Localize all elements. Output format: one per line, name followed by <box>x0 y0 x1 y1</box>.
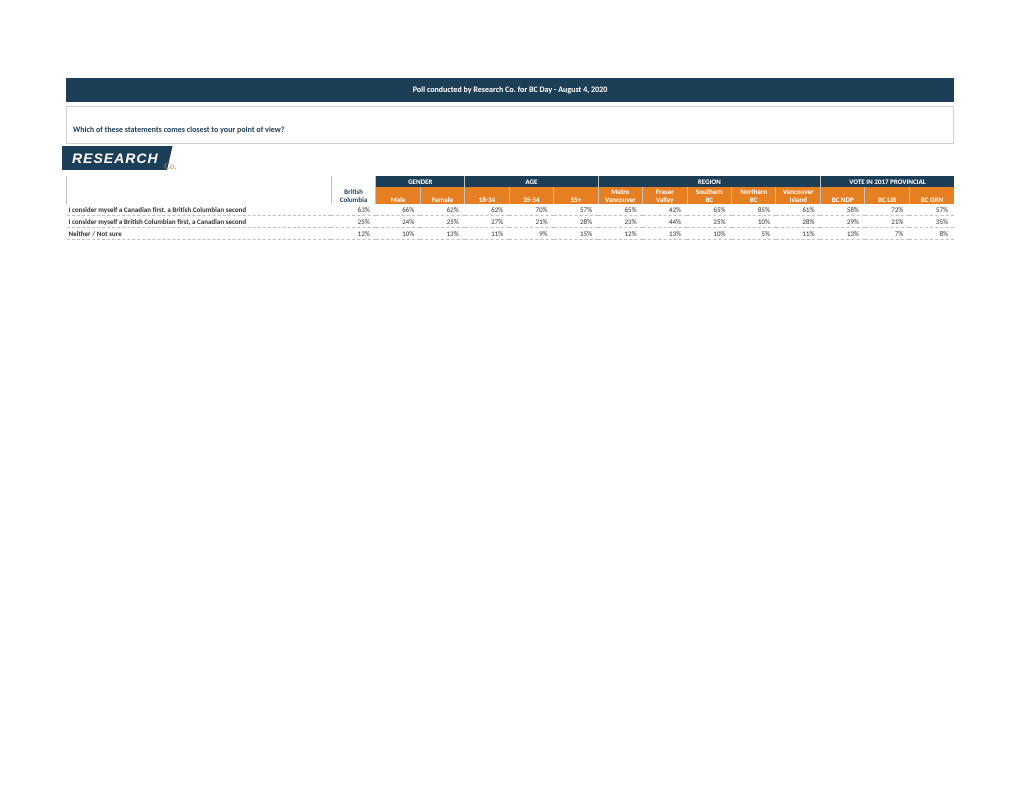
logo-row: RESEARCH Co. <box>66 146 954 176</box>
col-ndp: BC NDP <box>820 187 864 204</box>
question-text: Which of these statements comes closest … <box>73 125 947 135</box>
table-row: I consider myself a Canadian first, a Br… <box>67 204 955 216</box>
table-cell: 13% <box>643 228 687 240</box>
col-age: AGE <box>465 176 598 187</box>
col-island: VancouverIsland <box>776 187 820 204</box>
table-cell: 29% <box>820 216 864 228</box>
col-southern: SouthernBC <box>687 187 731 204</box>
table-cell: 5% <box>732 228 776 240</box>
table-cell: 62% <box>465 204 509 216</box>
table-cell: 11% <box>465 228 509 240</box>
table-cell: 25% <box>420 216 464 228</box>
table-cell: 7% <box>865 228 909 240</box>
table-row: Neither / Not sure 12% 10% 13% 11% 9% 15… <box>67 228 955 240</box>
table-cell: 10% <box>687 228 731 240</box>
col-55plus: 55+ <box>554 187 598 204</box>
table-cell: 15% <box>554 228 598 240</box>
table-cell: 13% <box>420 228 464 240</box>
col-female: Female <box>420 187 464 204</box>
table-cell: 25% <box>687 216 731 228</box>
col-18-34: 18-34 <box>465 187 509 204</box>
table-cell: 57% <box>554 204 598 216</box>
table-cell: 9% <box>509 228 553 240</box>
col-vote: VOTE IN 2017 PROVINCIAL <box>820 176 954 187</box>
logo-main-text: RESEARCH <box>62 146 173 170</box>
col-bc: BritishColumbia <box>331 187 375 204</box>
table-cell: 11% <box>776 228 820 240</box>
table-cell: 12% <box>331 228 375 240</box>
table-cell: 65% <box>598 204 642 216</box>
col-lib: BC LIB <box>865 187 909 204</box>
statement-label: I consider myself a Canadian first, a Br… <box>67 204 332 216</box>
col-metro: MetroVancouver <box>598 187 642 204</box>
col-fraser: FraserValley <box>643 187 687 204</box>
table-cell: 65% <box>687 204 731 216</box>
table-cell: 21% <box>509 216 553 228</box>
subcolumn-header-row: BritishColumbia Male Female 18-34 35-54 … <box>67 187 955 204</box>
table-cell: 72% <box>865 204 909 216</box>
col-grn: BC GRN <box>909 187 954 204</box>
table-cell: 21% <box>865 216 909 228</box>
table-cell: 28% <box>776 216 820 228</box>
table-cell: 12% <box>598 228 642 240</box>
table-row: I consider myself a British Columbian fi… <box>67 216 955 228</box>
col-region: REGION <box>598 176 820 187</box>
table-cell: 27% <box>465 216 509 228</box>
col-gender: GENDER <box>376 176 465 187</box>
table-cell: 85% <box>732 204 776 216</box>
table-cell: 10% <box>732 216 776 228</box>
table-cell: 23% <box>598 216 642 228</box>
research-logo: RESEARCH Co. <box>62 146 173 170</box>
table-cell: 66% <box>376 204 420 216</box>
col-male: Male <box>376 187 420 204</box>
logo-sub-text: Co. <box>164 161 177 171</box>
table-cell: 57% <box>909 204 954 216</box>
table-cell: 10% <box>376 228 420 240</box>
table-cell: 61% <box>776 204 820 216</box>
table-cell: 70% <box>509 204 553 216</box>
statement-label: I consider myself a British Columbian fi… <box>67 216 332 228</box>
col-northern: NorthernBC <box>732 187 776 204</box>
col-35-54: 35-54 <box>509 187 553 204</box>
poll-table: GENDER AGE REGION VOTE IN 2017 PROVINCIA… <box>66 176 954 240</box>
table-cell: 62% <box>420 204 464 216</box>
statement-label: Neither / Not sure <box>67 228 332 240</box>
table-cell: 58% <box>820 204 864 216</box>
table-cell: 35% <box>909 216 954 228</box>
table-cell: 8% <box>909 228 954 240</box>
poll-title: Poll conducted by Research Co. for BC Da… <box>66 78 954 102</box>
question-box: Which of these statements comes closest … <box>66 106 954 144</box>
table-cell: 13% <box>820 228 864 240</box>
table-cell: 24% <box>376 216 420 228</box>
category-header-row: GENDER AGE REGION VOTE IN 2017 PROVINCIA… <box>67 176 955 187</box>
table-cell: 25% <box>331 216 375 228</box>
table-cell: 44% <box>643 216 687 228</box>
table-cell: 28% <box>554 216 598 228</box>
table-cell: 42% <box>643 204 687 216</box>
table-cell: 63% <box>331 204 375 216</box>
